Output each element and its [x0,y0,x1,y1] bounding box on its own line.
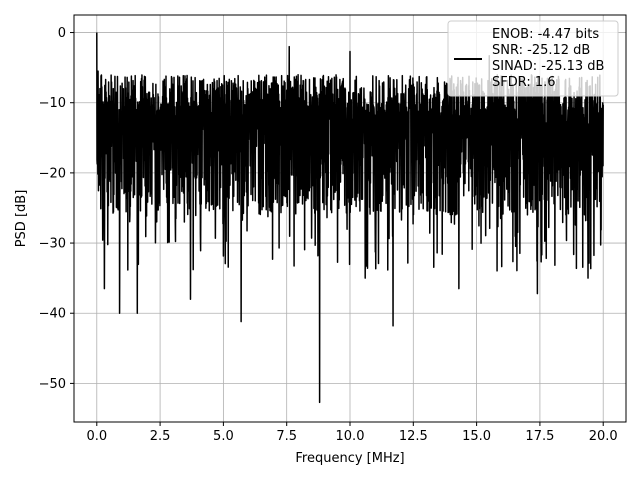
x-tick-label: 0.0 [86,429,107,444]
y-axis-label: PSD [dB] [14,190,29,248]
x-axis-label: Frequency [MHz] [295,451,404,466]
y-axis: 0 −10 −20 −30 −40 −50 [39,26,74,392]
legend-entry-sfdr: SFDR: 1.6 [492,75,556,90]
y-tick-label: −50 [39,377,66,392]
y-tick-label: −30 [39,237,66,252]
x-tick-label: 15.0 [462,429,491,444]
x-tick-label: 2.5 [150,429,171,444]
legend: ENOB: -4.47 bits SNR: -25.12 dB SINAD: -… [447,20,619,97]
legend-box [447,20,619,97]
x-tick-label: 17.5 [525,429,554,444]
y-tick-label: −20 [39,166,66,181]
y-tick-label: −40 [39,307,66,322]
legend-entry-snr: SNR: -25.12 dB [492,43,590,58]
x-tick-label: 5.0 [213,429,234,444]
y-tick-label: 0 [58,26,66,41]
x-tick-label: 12.5 [399,429,428,444]
y-tick-label: −10 [39,96,66,111]
x-tick-label: 20.0 [589,429,618,444]
x-axis: 0.0 2.5 5.0 7.5 10.0 12.5 15.0 17.5 20.0 [86,422,618,444]
x-tick-label: 10.0 [336,429,365,444]
legend-entry-sinad: SINAD: -25.13 dB [492,59,604,74]
legend-entry-enob: ENOB: -4.47 bits [492,27,599,42]
x-tick-label: 7.5 [276,429,297,444]
